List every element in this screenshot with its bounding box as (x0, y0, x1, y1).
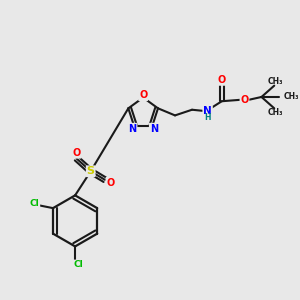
Text: CH₃: CH₃ (284, 92, 299, 101)
Text: CH₃: CH₃ (268, 77, 283, 86)
Text: O: O (139, 90, 147, 100)
Text: Cl: Cl (30, 200, 40, 208)
Text: O: O (240, 95, 249, 105)
Text: Cl: Cl (73, 260, 83, 269)
Text: N: N (128, 124, 136, 134)
Text: H: H (204, 113, 211, 122)
Text: N: N (203, 106, 212, 116)
Text: S: S (87, 166, 95, 176)
Text: CH₃: CH₃ (268, 108, 283, 117)
Text: O: O (72, 148, 81, 158)
Text: O: O (218, 75, 226, 85)
Text: O: O (106, 178, 115, 188)
Text: N: N (150, 124, 158, 134)
